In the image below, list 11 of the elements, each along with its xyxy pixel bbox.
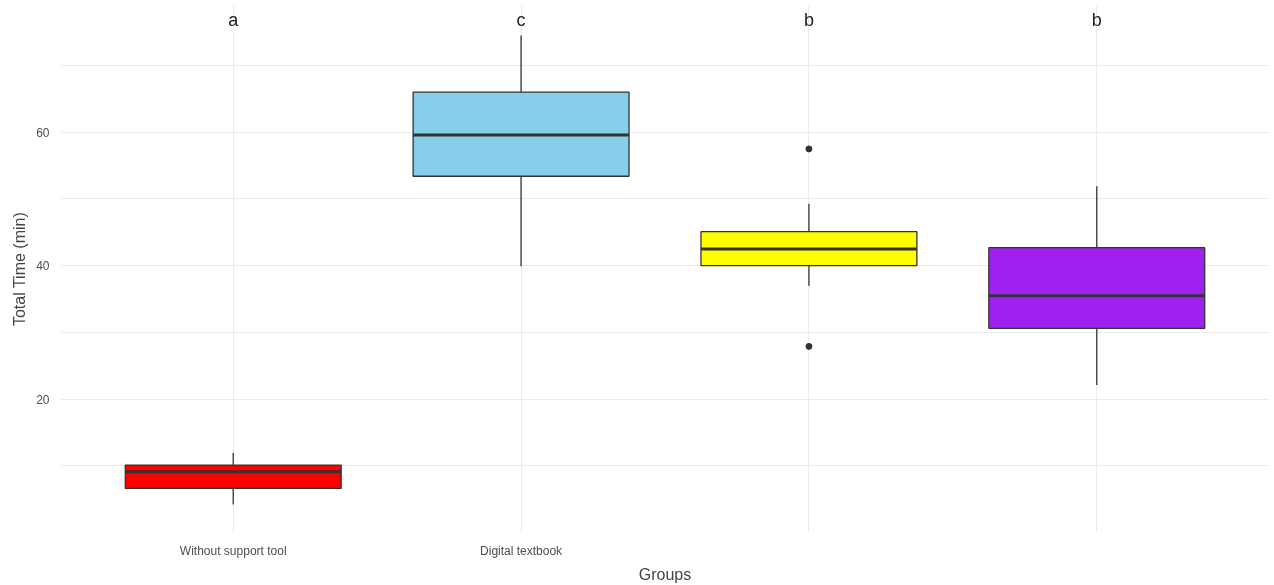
x-axis-title: Groups xyxy=(638,565,692,583)
x-tick-label: Without support tool xyxy=(179,543,287,558)
y-tick-label: 40 xyxy=(36,259,50,274)
annotation: c xyxy=(516,9,526,30)
y-tick-label: 20 xyxy=(36,392,50,407)
y-axis-title: Total Time (min) xyxy=(11,212,29,327)
y-tick-label: 60 xyxy=(36,125,50,140)
annotation: a xyxy=(228,9,240,30)
annotation: b xyxy=(1091,9,1102,30)
annotation: b xyxy=(803,9,814,30)
x-tick-label: Digital textbook xyxy=(480,543,564,558)
